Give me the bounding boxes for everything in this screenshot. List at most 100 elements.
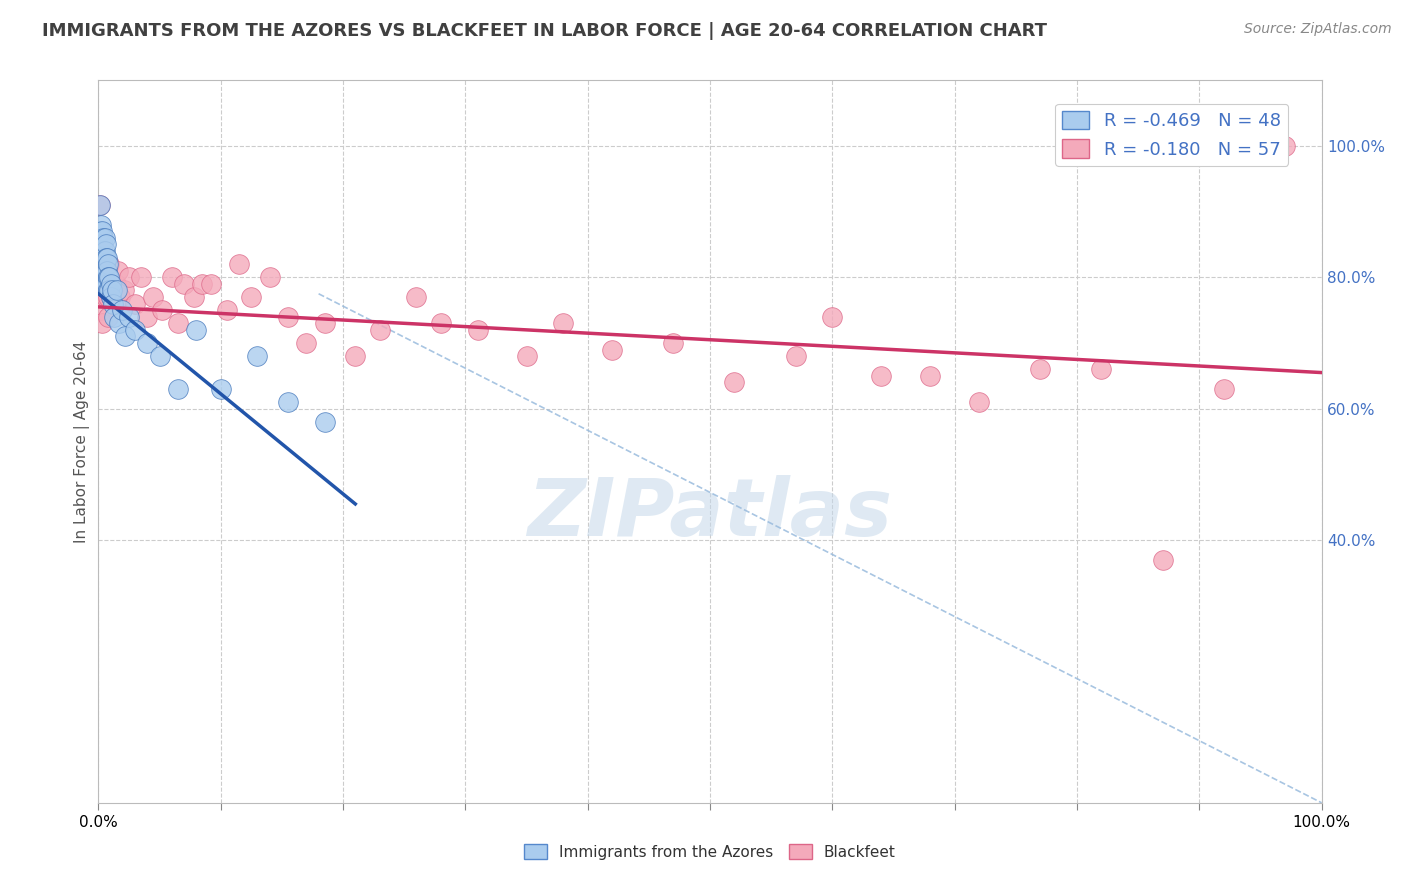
Point	[240, 290, 263, 304]
Point	[112, 284, 135, 298]
Point	[277, 395, 299, 409]
Point	[91, 316, 114, 330]
Point	[97, 310, 120, 324]
Point	[100, 277, 122, 291]
Point	[110, 290, 132, 304]
Point	[142, 290, 165, 304]
Point	[118, 310, 141, 324]
Point	[89, 198, 111, 212]
Point	[295, 336, 318, 351]
Point	[368, 323, 391, 337]
Point	[1029, 362, 1052, 376]
Point	[94, 277, 117, 291]
Point	[160, 270, 183, 285]
Point	[93, 270, 115, 285]
Point	[94, 251, 117, 265]
Point	[97, 290, 120, 304]
Point	[723, 376, 745, 390]
Point	[167, 382, 190, 396]
Point	[1090, 362, 1112, 376]
Point	[91, 264, 114, 278]
Point	[107, 264, 129, 278]
Point	[1274, 139, 1296, 153]
Text: Source: ZipAtlas.com: Source: ZipAtlas.com	[1244, 22, 1392, 37]
Point	[91, 251, 114, 265]
Point	[89, 224, 111, 238]
Point	[91, 264, 114, 278]
Point	[98, 257, 121, 271]
Point	[183, 290, 205, 304]
Point	[191, 277, 214, 291]
Point	[98, 284, 121, 298]
Point	[91, 251, 114, 265]
Point	[124, 296, 146, 310]
Point	[93, 231, 115, 245]
Point	[90, 303, 112, 318]
Point	[91, 277, 114, 291]
Point	[821, 310, 844, 324]
Point	[129, 270, 152, 285]
Point	[93, 244, 115, 258]
Point	[344, 349, 367, 363]
Point	[118, 270, 141, 285]
Point	[104, 277, 127, 291]
Point	[173, 277, 195, 291]
Point	[967, 395, 990, 409]
Point	[1212, 382, 1234, 396]
Point	[96, 270, 118, 285]
Point	[186, 323, 208, 337]
Point	[1152, 553, 1174, 567]
Point	[94, 290, 117, 304]
Point	[553, 316, 575, 330]
Point	[136, 336, 159, 351]
Point	[785, 349, 807, 363]
Point	[200, 277, 222, 291]
Point	[91, 244, 114, 258]
Point	[90, 218, 112, 232]
Point	[600, 343, 623, 357]
Point	[167, 316, 190, 330]
Point	[277, 310, 299, 324]
Point	[91, 224, 114, 238]
Point	[870, 368, 893, 383]
Point	[94, 237, 117, 252]
Point	[209, 382, 232, 396]
Point	[662, 336, 685, 351]
Point	[93, 270, 115, 285]
Point	[108, 316, 131, 330]
Point	[91, 244, 114, 258]
Text: ZIPatlas: ZIPatlas	[527, 475, 893, 553]
Point	[215, 303, 238, 318]
Point	[93, 257, 115, 271]
Point	[228, 257, 250, 271]
Point	[98, 270, 121, 285]
Point	[91, 231, 114, 245]
Point	[314, 316, 336, 330]
Point	[405, 290, 427, 304]
Point	[136, 310, 159, 324]
Point	[467, 323, 489, 337]
Text: IMMIGRANTS FROM THE AZORES VS BLACKFEET IN LABOR FORCE | AGE 20-64 CORRELATION C: IMMIGRANTS FROM THE AZORES VS BLACKFEET …	[42, 22, 1047, 40]
Point	[96, 264, 118, 278]
Point	[97, 284, 120, 298]
Point	[101, 296, 124, 310]
Point	[101, 277, 124, 291]
Point	[246, 349, 269, 363]
Point	[94, 270, 117, 285]
Point	[103, 310, 125, 324]
Point	[149, 349, 172, 363]
Point	[96, 251, 118, 265]
Point	[89, 284, 111, 298]
Point	[90, 237, 112, 252]
Point	[89, 198, 111, 212]
Point	[114, 329, 136, 343]
Point	[100, 290, 122, 304]
Point	[515, 349, 537, 363]
Point	[97, 257, 120, 271]
Y-axis label: In Labor Force | Age 20-64: In Labor Force | Age 20-64	[75, 341, 90, 542]
Point	[314, 415, 336, 429]
Point	[101, 284, 124, 298]
Legend: R = -0.469   N = 48, R = -0.180   N = 57: R = -0.469 N = 48, R = -0.180 N = 57	[1054, 103, 1288, 166]
Point	[430, 316, 453, 330]
Point	[259, 270, 281, 285]
